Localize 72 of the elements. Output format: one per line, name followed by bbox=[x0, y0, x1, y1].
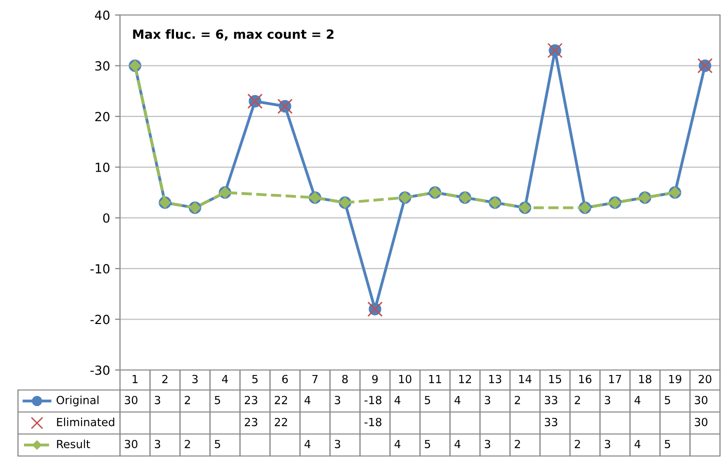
data-label: 4 bbox=[634, 396, 640, 404]
data-label: 4 bbox=[304, 396, 310, 404]
data-label: 23 bbox=[244, 396, 258, 404]
x-tick-label: 15 bbox=[549, 374, 562, 384]
x-tick-label: 10 bbox=[399, 374, 412, 384]
x-tick-label: 20 bbox=[698, 374, 712, 384]
x-tick-label: 19 bbox=[669, 374, 682, 384]
x-tick-label: 4 bbox=[222, 374, 228, 384]
data-label: 3 bbox=[154, 440, 160, 448]
data-label: 5 bbox=[664, 440, 670, 448]
data-label: 5 bbox=[214, 440, 220, 448]
data-label: 2 bbox=[574, 440, 580, 448]
x-tick-label: 12 bbox=[459, 374, 471, 384]
data-label: 33 bbox=[544, 418, 558, 426]
x-tick-label: 13 bbox=[489, 374, 502, 384]
data-label: 4 bbox=[454, 396, 460, 404]
data-label: 3 bbox=[334, 440, 340, 448]
y-tick-label: -10 bbox=[90, 264, 110, 274]
x-tick-label: 17 bbox=[609, 374, 622, 384]
data-label: 30 bbox=[124, 396, 138, 404]
legend-label: Result bbox=[57, 440, 90, 448]
data-label: 3 bbox=[484, 440, 490, 448]
y-tick-label: 0 bbox=[103, 213, 110, 223]
data-label: 2 bbox=[184, 396, 190, 404]
x-tick-label: 5 bbox=[252, 374, 258, 384]
data-label: 22 bbox=[274, 396, 288, 404]
y-tick-label: 10 bbox=[96, 162, 110, 172]
y-tick-label: 30 bbox=[95, 61, 110, 71]
data-label: 2 bbox=[514, 440, 520, 448]
x-tick-label: 1 bbox=[132, 374, 138, 384]
y-tick-label: 40 bbox=[94, 10, 110, 20]
data-label: 5 bbox=[664, 396, 670, 404]
data-label: 30 bbox=[124, 440, 138, 448]
data-label: 4 bbox=[304, 440, 310, 448]
data-label: 2 bbox=[184, 440, 190, 448]
data-label: 5 bbox=[424, 396, 430, 404]
x-tick-label: 7 bbox=[312, 374, 318, 384]
data-label: 4 bbox=[394, 396, 400, 404]
x-tick-label: 3 bbox=[192, 374, 198, 384]
x-tick-label: 14 bbox=[519, 374, 532, 384]
x-tick-label: 16 bbox=[579, 374, 592, 384]
data-label: -18 bbox=[364, 396, 382, 404]
legend-label: Original bbox=[56, 396, 98, 406]
data-label: 23 bbox=[244, 418, 258, 426]
data-label: 33 bbox=[544, 396, 558, 404]
x-tick-label: 8 bbox=[342, 374, 348, 384]
data-label: 4 bbox=[634, 440, 640, 448]
y-tick-label: -20 bbox=[90, 314, 110, 324]
x-tick-label: 9 bbox=[372, 374, 378, 384]
data-label: 30 bbox=[694, 396, 708, 404]
data-label: 4 bbox=[394, 440, 400, 448]
y-tick-label: 20 bbox=[95, 112, 110, 122]
x-tick-label: 18 bbox=[639, 374, 652, 384]
y-tick-label: -30 bbox=[90, 365, 110, 375]
data-label: 3 bbox=[604, 440, 610, 448]
data-label: 3 bbox=[334, 396, 340, 404]
x-tick-label: 11 bbox=[429, 374, 442, 384]
x-tick-label: 2 bbox=[162, 374, 168, 384]
data-label: 2 bbox=[514, 396, 520, 404]
data-label: 4 bbox=[454, 440, 460, 448]
data-label: 5 bbox=[424, 440, 430, 448]
data-label: 2 bbox=[574, 396, 580, 404]
data-label: 22 bbox=[274, 418, 288, 426]
x-tick-label: 6 bbox=[282, 374, 288, 384]
data-label: -18 bbox=[364, 418, 382, 426]
legend-label: Eliminated bbox=[57, 418, 114, 426]
annotation: Max fluc. = 6, max count = 2 bbox=[133, 29, 334, 40]
data-label: 3 bbox=[154, 396, 160, 404]
data-label: 30 bbox=[694, 418, 708, 426]
data-label: 3 bbox=[484, 396, 490, 404]
data-label: 3 bbox=[604, 396, 610, 404]
data-label: 5 bbox=[214, 396, 220, 404]
